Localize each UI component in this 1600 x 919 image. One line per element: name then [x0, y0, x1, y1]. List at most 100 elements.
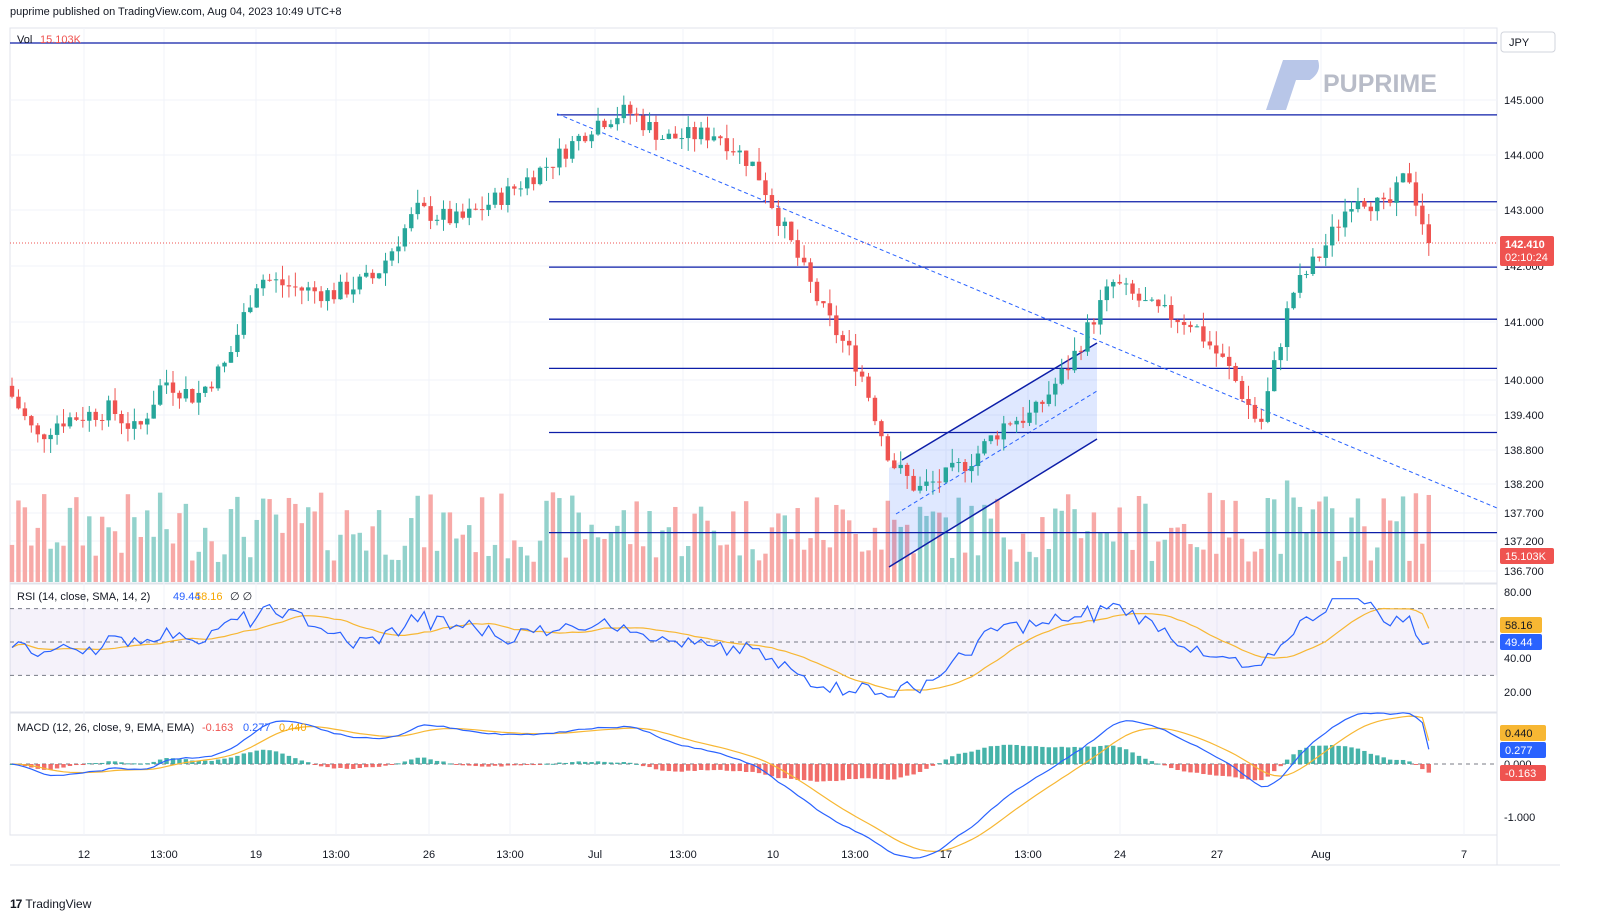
macd-histogram-bar [1284, 759, 1290, 764]
candles [9, 95, 1431, 495]
volume-bar [260, 498, 266, 582]
candle-body [376, 273, 382, 279]
rsi-legend-value: 49.44 [173, 591, 201, 603]
volume-bar [570, 495, 575, 582]
volume-bar [190, 560, 195, 582]
macd-histogram-bar [428, 759, 433, 764]
macd-histogram-bar [1046, 747, 1052, 764]
volume-bar [1394, 521, 1399, 582]
candle-body [1162, 305, 1167, 307]
price-channel[interactable] [888, 342, 1098, 568]
volume-bar [814, 497, 820, 582]
volume-bar [1169, 527, 1174, 582]
candle-body [1130, 283, 1135, 294]
volume-bar [132, 517, 137, 582]
macd-histogram-bar [1072, 746, 1077, 764]
candle-body [177, 392, 182, 399]
volume-bar [1265, 498, 1270, 582]
macd-histogram-bar [389, 764, 395, 765]
volume-bar [183, 503, 189, 582]
candle-body [718, 136, 723, 139]
macd-histogram-bar [1027, 746, 1032, 764]
volume-bar [769, 527, 775, 582]
candle-body [763, 180, 768, 196]
macd-histogram-bar [898, 764, 903, 778]
currency-button[interactable] [1500, 31, 1556, 53]
volume-bar [1136, 495, 1142, 582]
candle-body [776, 207, 781, 227]
macd-histogram-bar [1001, 744, 1006, 764]
volume-bar [1188, 544, 1193, 582]
volume-bar [975, 555, 981, 582]
volume-bar [892, 519, 897, 582]
tradingview-footer[interactable]: 17 TradingView [10, 897, 91, 911]
candle-body [1246, 398, 1251, 405]
volume-bar [1310, 509, 1316, 582]
candle-body [950, 462, 955, 468]
volume-bar [853, 533, 858, 582]
time-tick-label: 13:00 [1014, 849, 1042, 861]
macd-histogram-bar [679, 764, 684, 772]
volume-bar [61, 545, 66, 582]
volume-bar [228, 509, 234, 582]
volume-bar [1413, 493, 1419, 582]
volume-bar [106, 527, 111, 582]
candle-body [847, 340, 852, 346]
volume-bar [1284, 480, 1290, 582]
horizontal-levels[interactable] [10, 42, 1498, 534]
last-price-text: 142.410 [1505, 239, 1545, 251]
candle-body [1278, 347, 1283, 361]
macd-histogram-bar [666, 764, 672, 772]
volume-bar [1065, 494, 1071, 582]
volume-bar [1375, 547, 1380, 582]
volume-bars [9, 480, 1431, 582]
volume-bar [1220, 500, 1225, 582]
volume-bar [402, 545, 408, 582]
macd-histogram-bar [151, 761, 156, 764]
volume-bar [756, 560, 762, 582]
macd-histogram-bar [421, 757, 427, 764]
macd-histogram-bar [499, 764, 504, 767]
volume-bar [692, 513, 697, 582]
volume-bar [267, 499, 272, 582]
macd-histogram-bar [718, 764, 723, 770]
volume-bar [177, 513, 182, 582]
volume-bar [1342, 556, 1348, 582]
volume-bar [486, 555, 491, 582]
macd-histogram-bar [634, 763, 639, 765]
macd-histogram-bar [331, 764, 337, 769]
candle-body [1033, 401, 1039, 413]
volume-bar [866, 550, 871, 582]
macd-tick-label: -1.000 [1504, 812, 1535, 824]
macd-histogram-bar [434, 760, 440, 764]
candle-body [299, 287, 304, 291]
macd-histogram-bar [660, 764, 665, 771]
macd-line [11, 712, 1430, 859]
macd-histogram-bar [1117, 747, 1122, 764]
macd-histogram-bar [1033, 746, 1039, 764]
candle-body [853, 345, 858, 372]
macd-histogram-bar [711, 764, 717, 771]
volume-bar [1027, 551, 1032, 582]
candle-body [486, 204, 491, 210]
candle-body [872, 397, 878, 422]
volume-bar [9, 544, 15, 582]
macd-histogram-bar [447, 763, 453, 765]
candle-body [731, 151, 736, 153]
macd-histogram-bar [357, 764, 362, 769]
macd-histogram-bar [260, 749, 266, 764]
volume-bar [1098, 532, 1103, 582]
candle-body [9, 385, 15, 397]
macd-histogram-bar [1272, 764, 1277, 772]
macd-histogram-bar [595, 761, 601, 764]
candle-body [756, 161, 762, 181]
candle-body [460, 211, 465, 218]
volume-bar [789, 539, 794, 582]
macd-histogram-bar [853, 764, 858, 780]
macd-histogram-bar [48, 764, 53, 770]
macd-histogram-bar [1175, 764, 1180, 770]
candle-body [1098, 300, 1103, 325]
candle-body [1111, 281, 1116, 287]
rsi-pane[interactable] [9, 583, 1498, 713]
